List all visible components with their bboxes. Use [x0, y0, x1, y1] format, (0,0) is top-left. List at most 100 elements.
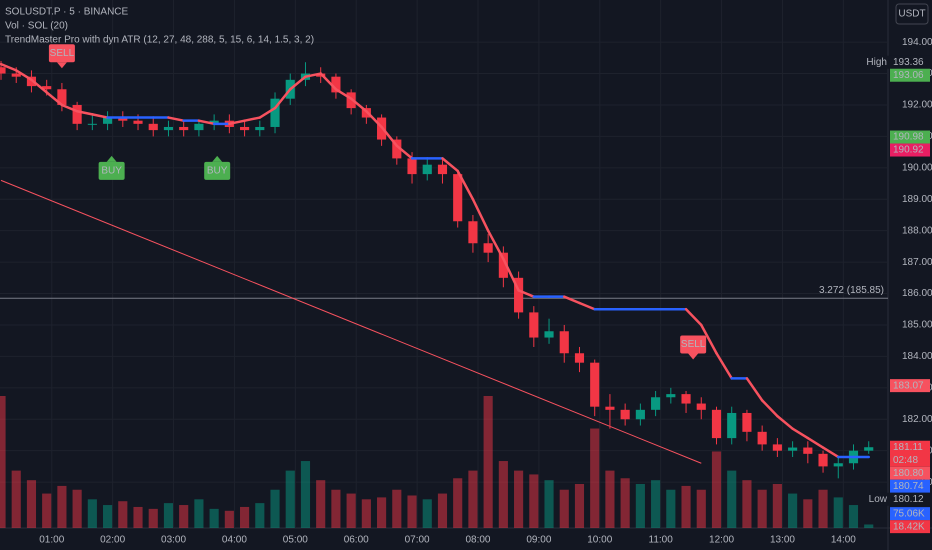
x-tick-label: 11:00	[649, 535, 674, 546]
candle-body	[681, 394, 691, 404]
price-badge-label: 180.12	[893, 494, 924, 505]
candle-body	[696, 403, 706, 410]
volume-bar	[864, 524, 874, 528]
price-badge	[890, 507, 930, 521]
currency-label: USDT	[898, 9, 925, 20]
x-tick-label: 08:00	[465, 535, 490, 546]
volume-bar	[255, 503, 265, 528]
y-tick-label: 182.00	[902, 414, 932, 425]
trend-line	[167, 116, 185, 122]
trend-line	[0, 62, 18, 72]
candle-body	[179, 126, 189, 131]
candle-body	[711, 409, 722, 439]
candle-body	[651, 397, 661, 410]
price-badge-title-bg	[870, 492, 890, 506]
trend-line	[380, 125, 399, 148]
x-tick-label: 13:00	[770, 535, 795, 546]
volume-bar	[57, 485, 67, 528]
candle-body	[788, 447, 798, 451]
volume-bar	[224, 510, 234, 528]
candle-body	[514, 277, 524, 313]
price-badge	[890, 440, 930, 467]
y-tick-label: 187.00	[902, 257, 932, 268]
candle-body	[453, 174, 463, 222]
volume-bar	[468, 470, 478, 528]
volume-bar	[742, 480, 752, 528]
trend-line	[14, 69, 33, 82]
volume-bar	[316, 480, 326, 528]
volume-bar	[118, 501, 128, 528]
price-badge	[890, 466, 930, 480]
trend-line	[715, 352, 733, 380]
volume-bar	[803, 499, 813, 528]
signal-label: SELL	[681, 339, 706, 350]
y-tick-label: 186.00	[902, 288, 932, 299]
trend-line	[806, 436, 825, 449]
volume-bar	[42, 493, 52, 528]
price-badge	[890, 68, 930, 82]
candle-body	[194, 123, 204, 131]
volume-bar	[620, 478, 630, 528]
trend-line	[30, 78, 48, 94]
price-badge	[890, 143, 930, 157]
volume-bar	[392, 489, 402, 528]
volume-bar	[331, 489, 341, 528]
candle-body	[331, 76, 341, 93]
y-tick-label: 194.00	[902, 37, 932, 48]
trend-line	[319, 72, 338, 91]
volume-bar	[848, 505, 859, 528]
volume-bar	[26, 480, 37, 528]
price-badge-title: High	[866, 57, 887, 68]
y-tick-label: 190.00	[902, 162, 932, 173]
candle-body	[483, 243, 493, 253]
volume-bar	[681, 485, 691, 528]
trend-line	[258, 106, 277, 119]
trend-line	[441, 157, 459, 173]
volume-bar	[361, 499, 371, 528]
volume-bar	[300, 461, 311, 528]
candle-body	[605, 406, 615, 410]
signal-arrow	[212, 155, 223, 162]
x-tick-label: 14:00	[831, 535, 856, 546]
candle-body	[529, 312, 539, 338]
price-badge-label: 181.11	[893, 442, 923, 453]
volume-bar	[407, 495, 417, 528]
price-badge-label: 183.07	[893, 380, 924, 391]
trend-line	[349, 97, 368, 113]
candle-body	[392, 139, 402, 159]
price-badge-title-bg	[870, 55, 890, 69]
price-badge-label: 193.06	[893, 70, 924, 81]
price-badge-label: 193.36	[893, 57, 924, 68]
trend-line	[684, 308, 703, 327]
trend-line	[228, 119, 246, 126]
candle-body	[742, 412, 752, 432]
candle-body	[422, 164, 432, 175]
currency-button[interactable]	[895, 3, 929, 25]
candle-body	[727, 412, 737, 439]
trend-line	[760, 399, 779, 418]
trend-line	[243, 116, 262, 122]
x-tick-label: 10:00	[587, 535, 612, 546]
price-badge	[890, 479, 930, 493]
volume-bar	[87, 499, 97, 528]
x-tick-label: 12:00	[709, 535, 734, 546]
candle-body	[574, 353, 585, 363]
header-text: SOLUSDT.P · 5 · BINANCE	[5, 7, 129, 18]
trend-line	[75, 110, 94, 116]
volume-bar	[133, 506, 143, 528]
signal-box	[98, 161, 125, 180]
volume-bar	[529, 474, 539, 528]
candle-body	[255, 126, 265, 131]
volume-bar	[833, 497, 843, 528]
trend-line	[91, 113, 109, 119]
volume-bar	[574, 484, 585, 528]
candle-body	[0, 67, 6, 74]
volume-bar	[544, 480, 554, 528]
volume-bar	[0, 396, 6, 528]
candle-body	[42, 86, 52, 90]
price-badge-label: 190.92	[893, 145, 924, 156]
trend-line	[745, 377, 764, 402]
candle-body	[590, 362, 600, 407]
